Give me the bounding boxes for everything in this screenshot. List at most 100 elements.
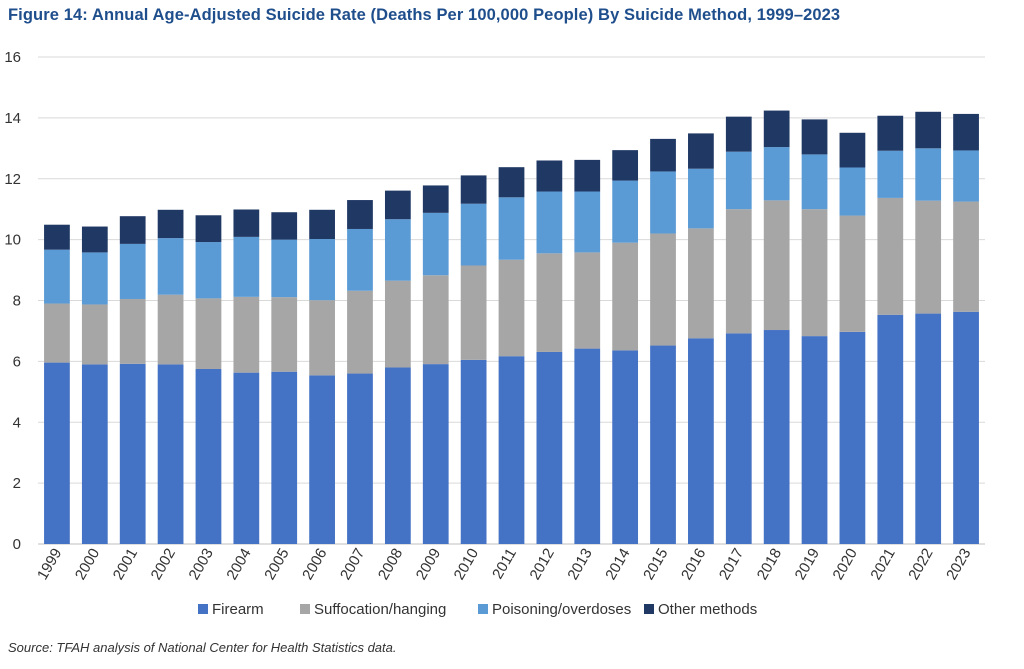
- bar-segment-other-methods: [725, 116, 752, 152]
- bar-segment-suffocation-hanging: [498, 259, 525, 357]
- bar-segment-suffocation-hanging: [650, 233, 676, 346]
- bar-segment-other-methods: [801, 119, 828, 155]
- bar-segment-poisoning-overdoses: [119, 243, 146, 299]
- y-tick-label: 16: [4, 49, 21, 66]
- x-tick-label: 2020: [829, 546, 860, 583]
- bar-segment-other-methods: [877, 115, 904, 151]
- legend-swatch: [644, 604, 654, 614]
- bar-segment-suffocation-hanging: [801, 209, 828, 337]
- y-tick-label: 10: [4, 232, 21, 249]
- bar-segment-poisoning-overdoses: [81, 252, 108, 305]
- bar-segment-poisoning-overdoses: [839, 167, 866, 216]
- bar-segment-other-methods: [612, 150, 639, 181]
- bar-segment-suffocation-hanging: [81, 304, 108, 365]
- bar-segment-other-methods: [688, 133, 714, 169]
- bar-segment-firearm: [536, 351, 563, 544]
- legend-label: Other methods: [658, 601, 757, 618]
- x-tick-label: 2013: [564, 546, 595, 583]
- bar-segment-firearm: [460, 359, 487, 544]
- legend-swatch: [300, 604, 310, 614]
- x-tick-label: 2003: [186, 546, 217, 583]
- bar-segment-other-methods: [309, 209, 335, 240]
- bar-segment-poisoning-overdoses: [688, 168, 714, 229]
- bar-segment-suffocation-hanging: [839, 215, 866, 332]
- bar-segment-suffocation-hanging: [574, 252, 601, 349]
- bar-segment-poisoning-overdoses: [612, 180, 639, 243]
- y-tick-label: 4: [13, 414, 21, 431]
- bar-segment-poisoning-overdoses: [44, 249, 70, 304]
- x-tick-label: 2006: [299, 546, 330, 583]
- bar-segment-other-methods: [81, 226, 108, 253]
- x-tick-label: 2002: [148, 546, 179, 583]
- bar-segment-other-methods: [195, 215, 222, 243]
- bar-segment-firearm: [271, 371, 298, 544]
- bar-segment-other-methods: [271, 212, 298, 240]
- bar-segment-poisoning-overdoses: [801, 154, 828, 210]
- source-note: Source: TFAH analysis of National Center…: [8, 640, 397, 655]
- x-tick-label: 2021: [867, 546, 898, 583]
- x-tick-label: 2010: [451, 546, 482, 583]
- bar-segment-firearm: [612, 350, 639, 544]
- bar-segment-suffocation-hanging: [195, 298, 222, 369]
- bar-segment-other-methods: [233, 209, 260, 237]
- bar-segment-firearm: [801, 336, 828, 544]
- bar-segment-other-methods: [460, 175, 487, 204]
- bar-segment-other-methods: [157, 209, 184, 239]
- bar-segment-suffocation-hanging: [612, 242, 639, 351]
- legend-label: Poisoning/overdoses: [492, 601, 631, 618]
- bar-segment-poisoning-overdoses: [763, 147, 790, 201]
- bar-segment-poisoning-overdoses: [498, 197, 525, 260]
- bar-segment-firearm: [725, 333, 752, 544]
- bar-segment-poisoning-overdoses: [309, 239, 335, 301]
- y-tick-label: 8: [13, 293, 21, 310]
- bar-segment-poisoning-overdoses: [953, 150, 979, 202]
- bar-segment-other-methods: [347, 200, 373, 229]
- x-tick-label: 2005: [261, 546, 292, 583]
- bar-segment-firearm: [347, 373, 373, 544]
- y-tick-label: 12: [4, 171, 21, 188]
- bar-segment-firearm: [119, 363, 146, 544]
- legend-swatch: [478, 604, 488, 614]
- x-tick-label: 1999: [34, 546, 65, 583]
- x-tick-label: 2001: [110, 546, 141, 583]
- bar-segment-poisoning-overdoses: [460, 203, 487, 266]
- bar-segment-suffocation-hanging: [119, 298, 146, 364]
- bar-segment-poisoning-overdoses: [271, 239, 298, 298]
- x-tick-label: 2023: [943, 546, 974, 583]
- x-tick-label: 2016: [678, 546, 709, 583]
- bar-segment-firearm: [574, 348, 601, 544]
- bar-segment-firearm: [233, 372, 260, 544]
- bar-segment-poisoning-overdoses: [725, 151, 752, 210]
- bar-segment-other-methods: [953, 113, 979, 151]
- bar-segment-poisoning-overdoses: [650, 171, 676, 234]
- bar-segment-firearm: [953, 311, 979, 544]
- x-tick-label: 2015: [640, 546, 671, 583]
- bar-segment-suffocation-hanging: [725, 209, 752, 334]
- bar-segment-firearm: [650, 345, 676, 544]
- bar-segment-poisoning-overdoses: [384, 219, 411, 281]
- bar-segment-suffocation-hanging: [422, 275, 449, 365]
- bar-segment-suffocation-hanging: [44, 303, 70, 363]
- bar-segment-suffocation-hanging: [460, 265, 487, 360]
- x-tick-label: 2008: [375, 546, 406, 583]
- bar-segment-suffocation-hanging: [271, 297, 298, 372]
- bar-segment-poisoning-overdoses: [422, 212, 449, 276]
- bar-segment-firearm: [309, 375, 335, 544]
- legend-label: Suffocation/hanging: [314, 601, 446, 618]
- bar-segment-other-methods: [650, 138, 676, 172]
- bar-segment-firearm: [915, 313, 942, 544]
- legend-swatch: [198, 604, 208, 614]
- bar-segment-other-methods: [536, 160, 563, 192]
- x-tick-label: 2004: [223, 546, 254, 583]
- bar-segment-suffocation-hanging: [763, 200, 790, 331]
- bar-segment-suffocation-hanging: [384, 280, 411, 368]
- bar-segment-poisoning-overdoses: [347, 228, 373, 291]
- bar-segment-firearm: [157, 364, 184, 544]
- x-axis: 1999 2000 2001 2002 2003 2004 2005 2006 2007 2008…: [34, 546, 975, 583]
- bar-segment-firearm: [839, 331, 866, 544]
- bar-segment-poisoning-overdoses: [195, 242, 222, 299]
- bar-segment-suffocation-hanging: [309, 300, 335, 376]
- bar-segment-poisoning-overdoses: [233, 236, 260, 297]
- bar-segment-other-methods: [498, 167, 525, 198]
